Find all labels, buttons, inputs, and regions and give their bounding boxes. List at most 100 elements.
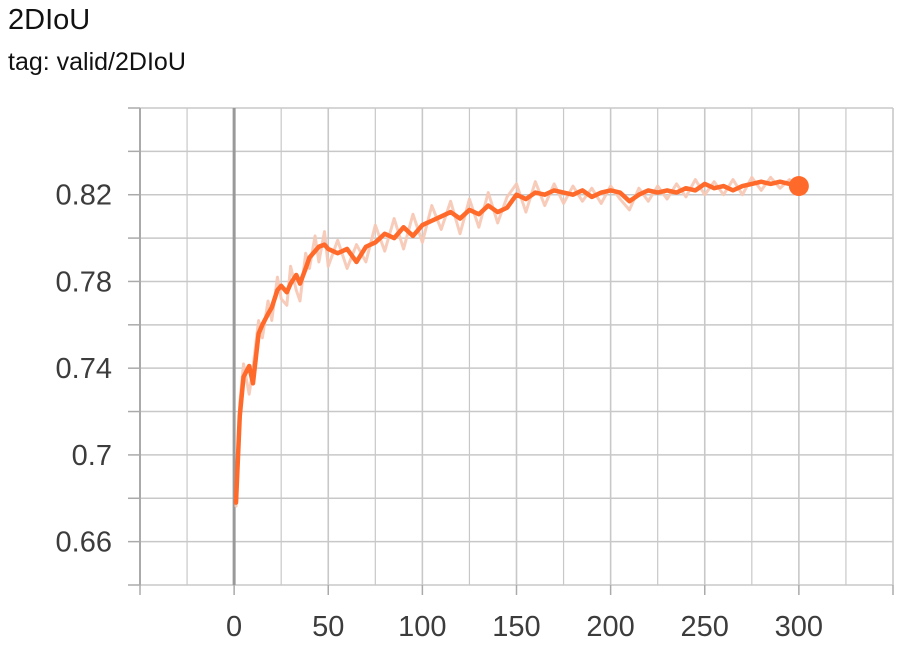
raw-series-point bbox=[235, 506, 237, 508]
smoothed-series-point bbox=[751, 183, 753, 185]
y-tick-label: 0.74 bbox=[56, 353, 112, 385]
raw-series-point bbox=[543, 204, 546, 207]
raw-series-point bbox=[525, 211, 527, 213]
smoothed-series-point bbox=[769, 183, 772, 185]
x-tick-label: 0 bbox=[226, 611, 242, 643]
raw-series-point bbox=[478, 226, 480, 229]
raw-series-point bbox=[553, 183, 555, 185]
smoothed-series-point bbox=[355, 261, 358, 263]
raw-series-point bbox=[327, 265, 330, 268]
smoothed-series-point bbox=[647, 189, 650, 192]
smoothed-series-point bbox=[270, 306, 273, 309]
smoothed-series-point bbox=[412, 235, 414, 237]
smoothed-series-point bbox=[346, 248, 348, 250]
raw-series-point bbox=[318, 261, 320, 263]
smoothed-series-point bbox=[304, 267, 307, 270]
raw-series-point bbox=[270, 319, 273, 322]
smoothed-series-point bbox=[496, 211, 499, 213]
y-tick-label: 0.82 bbox=[56, 180, 112, 212]
raw-series-point bbox=[421, 241, 424, 244]
raw-series-point bbox=[402, 248, 405, 250]
raw-series-point bbox=[496, 222, 499, 224]
x-tick-label: 100 bbox=[398, 611, 446, 643]
raw-series-point bbox=[703, 193, 706, 196]
y-tick-label: 0.78 bbox=[56, 266, 112, 298]
raw-series-point bbox=[666, 198, 668, 200]
raw-series-point bbox=[393, 217, 395, 220]
smoothed-series-point bbox=[628, 200, 631, 203]
smoothed-series-point bbox=[449, 211, 452, 213]
smoothed-series-point bbox=[365, 245, 367, 248]
smoothed-series-point bbox=[760, 180, 763, 183]
smoothed-series-point bbox=[276, 289, 279, 291]
series-end-marker[interactable] bbox=[788, 176, 809, 197]
smoothed-series-point bbox=[468, 209, 471, 211]
raw-series-point bbox=[346, 267, 348, 270]
smoothed-series-point bbox=[515, 193, 518, 196]
raw-series-point bbox=[685, 196, 687, 198]
raw-series-point bbox=[412, 213, 414, 216]
raw-series-point bbox=[374, 224, 377, 226]
smoothed-series-point bbox=[459, 217, 461, 220]
raw-series-point bbox=[722, 193, 725, 196]
smoothed-series-point bbox=[336, 252, 339, 255]
smoothed-series-point bbox=[732, 189, 734, 192]
raw-series-point bbox=[487, 191, 490, 194]
raw-series-point bbox=[299, 300, 301, 302]
raw-series-point bbox=[572, 185, 574, 187]
smoothed-series-point bbox=[694, 189, 697, 192]
raw-series-point bbox=[280, 298, 282, 300]
smoothed-series-point bbox=[402, 226, 405, 229]
raw-series-point bbox=[257, 319, 260, 322]
raw-series-point bbox=[751, 176, 753, 179]
smoothed-series-point bbox=[562, 191, 565, 194]
raw-series-point bbox=[741, 193, 744, 196]
raw-series-point bbox=[286, 304, 288, 307]
smoothed-series-point bbox=[703, 183, 706, 185]
smoothed-series-point bbox=[248, 365, 250, 367]
smoothed-series-point bbox=[374, 241, 377, 244]
raw-series-point bbox=[760, 189, 763, 192]
raw-series-point bbox=[779, 187, 781, 190]
smoothed-series-point bbox=[600, 191, 603, 194]
smoothed-series-point bbox=[638, 193, 640, 196]
raw-series-point bbox=[609, 185, 612, 187]
smoothed-series-point bbox=[440, 215, 443, 218]
smoothed-series-point bbox=[286, 291, 288, 294]
raw-series-point bbox=[506, 196, 508, 198]
smoothed-series-point bbox=[393, 237, 395, 239]
smoothed-series-point bbox=[534, 191, 537, 194]
raw-series-point bbox=[295, 289, 298, 291]
smoothed-series-point bbox=[289, 282, 292, 285]
smoothed-series-point bbox=[591, 196, 593, 198]
smoothed-series-point bbox=[656, 191, 659, 194]
x-tick-label: 150 bbox=[492, 611, 540, 643]
smoothed-series-point bbox=[235, 501, 237, 504]
raw-series-point bbox=[248, 393, 250, 396]
smoothed-series-point bbox=[314, 250, 316, 252]
raw-series-point bbox=[365, 261, 367, 263]
raw-series-point bbox=[534, 180, 537, 183]
smoothed-series-point bbox=[295, 274, 298, 276]
x-tick-label: 50 bbox=[312, 611, 344, 643]
raw-series-point bbox=[323, 230, 326, 233]
raw-series-point bbox=[788, 178, 791, 181]
raw-series-point bbox=[336, 239, 339, 242]
smoothed-series-point bbox=[572, 193, 574, 196]
raw-series-point bbox=[449, 200, 452, 203]
smoothed-series-point bbox=[487, 204, 490, 207]
raw-series-point bbox=[647, 200, 650, 203]
smoothed-series-point bbox=[242, 376, 245, 378]
raw-series-point bbox=[769, 176, 772, 179]
smoothed-series-point bbox=[318, 245, 320, 248]
smoothed-series-point bbox=[619, 191, 621, 194]
smoothed-series-point bbox=[741, 185, 744, 187]
smoothed-series-point bbox=[609, 189, 612, 192]
raw-series-point bbox=[675, 183, 678, 185]
smoothed-series-point bbox=[327, 248, 330, 250]
smoothed-series-point bbox=[430, 219, 433, 222]
smoothed-series-point bbox=[267, 313, 269, 315]
raw-series-point bbox=[468, 198, 471, 200]
raw-series-point bbox=[713, 180, 715, 183]
